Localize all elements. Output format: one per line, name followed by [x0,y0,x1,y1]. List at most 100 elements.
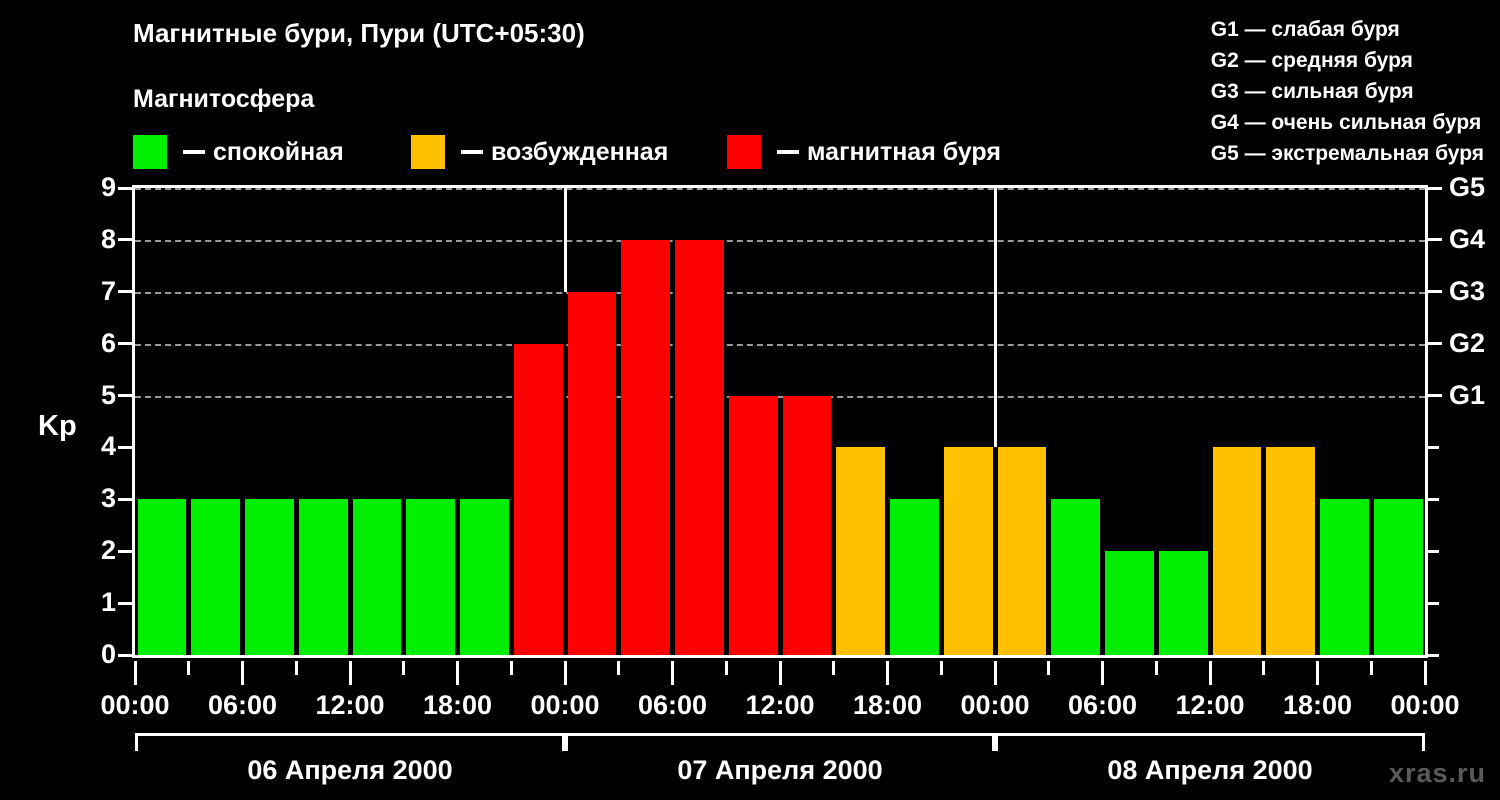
kp-bar [1320,499,1369,655]
x-axis-tick [1423,661,1427,685]
day-bracket [565,733,995,751]
gscale-key: G1 — слабая буря G2 — средняя буря G3 — си… [1211,14,1484,169]
kp-bar [997,447,1047,655]
x-axis-tick [241,661,244,685]
kp-bar [621,239,670,655]
x-axis-tick-label: 18:00 [422,690,493,720]
gridline [135,188,1425,190]
x-axis-tick [187,661,191,675]
day-label: 08 Апреля 2000 [1107,755,1313,785]
g-axis-tick [1428,549,1439,553]
g-axis-tick-label: G1 [1449,379,1486,410]
y-axis-tick-label: 8 [100,223,116,254]
legend-dash-icon [461,150,483,154]
kp-bar [245,499,294,655]
x-axis-tick [832,661,836,675]
legend-item: возбужденная [411,133,668,171]
x-axis-tick [294,661,298,675]
x-axis-tick [563,661,567,685]
y-axis-tick-label: 7 [100,275,116,306]
x-axis-tick [1047,661,1051,675]
g-axis-tick-label: G5 [1449,172,1486,202]
kp-bar [675,239,724,655]
g-axis-tick-label: G3 [1449,275,1486,306]
x-axis-tick-label: 18:00 [852,690,923,720]
gridline [135,343,1425,346]
kp-bar [836,447,885,655]
legend-dash-icon [183,150,205,154]
y-axis-tick-label: 2 [100,535,116,566]
y-axis-tick [118,497,132,501]
g-axis-tick [1428,290,1442,294]
kp-bar [943,447,993,655]
chart-plot-area [132,185,1428,658]
day-separator-line [993,188,997,448]
kp-bar [513,343,563,655]
g-axis-tick [1428,186,1442,190]
day-separator-line [563,188,567,292]
kp-bar [460,499,509,655]
x-axis-tick [133,661,137,685]
kp-bar [728,395,778,655]
y-axis-tick [118,653,132,657]
page-title: Магнитные бури, Пури (UTC+05:30) [133,18,585,48]
y-axis-tick [118,445,132,449]
g-axis-tick [1428,653,1439,657]
g-axis-tick [1428,238,1442,242]
kp-bar [567,291,617,655]
x-axis-tick [1101,661,1104,685]
x-axis-tick [1208,661,1212,685]
g-axis-tick [1428,394,1442,398]
x-axis-tick [617,661,621,675]
chart-plot-inner [135,188,1425,655]
gridline [135,239,1425,242]
x-axis-tick [1369,661,1373,675]
y-axis-tick-label: 4 [100,431,116,462]
legend-item: спокойная [133,133,344,171]
magnetosphere-label: Магнитосфера [133,85,315,113]
gscale-key-row: G5 — экстремальная буря [1210,142,1484,165]
x-axis-tick-label: 06:00 [637,690,708,720]
x-axis-tick [993,661,997,685]
kp-bar [782,395,832,655]
x-axis-tick-label: 00:00 [100,690,170,720]
x-axis-tick [1316,661,1319,685]
legend-item: магнитная буря [727,133,1001,171]
legend-item-label: возбужденная [491,137,669,166]
day-label: 06 Апреля 2000 [247,755,453,785]
day-bracket [135,733,565,751]
kp-bar [1212,447,1262,655]
x-axis-tick-label: 00:00 [1390,690,1460,720]
y-axis-tick-label: 1 [100,587,116,618]
x-axis-tick [456,661,459,685]
y-axis-tick [118,238,132,242]
x-axis-tick-label: 00:00 [960,690,1030,720]
g-axis-tick [1428,342,1442,346]
y-axis-tick [118,186,132,190]
y-axis-tick [118,394,132,398]
kp-bar [1266,447,1315,655]
gridline [135,395,1425,398]
x-axis-tick-label: 00:00 [530,690,600,720]
x-axis-tick [509,661,513,675]
gscale-key-row: G3 — сильная буря [1210,80,1414,103]
gridline [135,291,1425,294]
y-axis-tick [118,601,132,605]
x-axis-tick-label: 12:00 [745,690,815,720]
kp-bar [137,499,187,655]
x-axis-tick-label: 18:00 [1282,690,1353,720]
y-axis-tick-label: 3 [100,483,116,514]
x-axis-tick-label: 06:00 [1067,690,1138,720]
x-axis-tick [402,661,406,675]
x-axis-tick [1154,661,1158,675]
x-axis-tick [724,661,728,675]
legend-color-swatch [727,135,761,169]
x-axis-tick [1262,661,1266,675]
x-axis-tick-label: 06:00 [207,690,278,720]
g-axis-tick-label: G4 [1449,223,1486,254]
kp-bar [1373,499,1423,655]
legend-color-swatch [133,135,167,169]
kp-bar [1051,499,1100,655]
kp-bar [1158,551,1208,655]
day-label: 07 Апреля 2000 [677,755,883,785]
